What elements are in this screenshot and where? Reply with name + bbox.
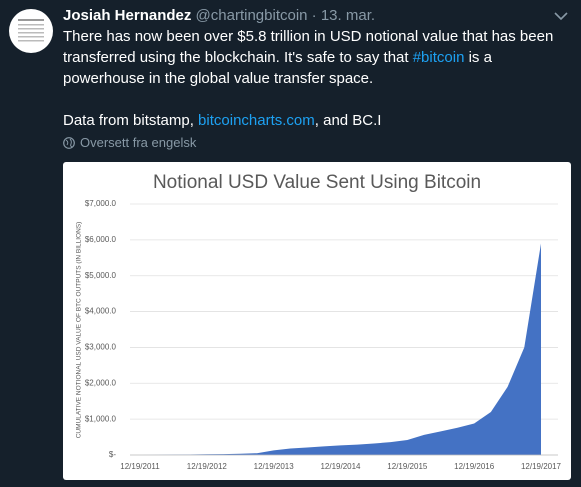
x-tick-label: 12/19/2011 (120, 462, 160, 471)
y-tick-label: $1,000.0 (85, 414, 117, 423)
author-handle[interactable]: @chartingbitcoin (195, 7, 308, 24)
y-axis-label: CUMULATIVE NOTIONAL USD VALUE OF BTC OUT… (76, 222, 83, 439)
x-tick-label: 12/19/2012 (187, 462, 228, 471)
text-segment: Data from bitstamp, (63, 112, 199, 129)
author-name[interactable]: Josiah Hernandez (63, 7, 192, 24)
paragraph: Data from bitstamp, bitcoincharts.com, a… (63, 110, 568, 131)
separator: · (311, 7, 317, 24)
x-tick-label: 12/19/2016 (454, 462, 495, 471)
tweet-header: Josiah Hernandez @chartingbitcoin · 13. … (63, 7, 375, 24)
y-tick-label: $2,000.0 (85, 378, 117, 387)
translate-text[interactable]: Oversett fra engelsk (80, 135, 197, 150)
x-tick-label: 12/19/2015 (387, 462, 428, 471)
text-segment: is a powerhouse in the global value tran… (63, 49, 492, 87)
tweet-text: There has now been over $5.8 trillion in… (63, 26, 568, 152)
text-segment: , and BC.I (314, 112, 382, 129)
paragraph: There has now been over $5.8 trillion in… (63, 26, 568, 89)
link[interactable]: #bitcoin (412, 49, 465, 66)
area (140, 243, 541, 455)
y-tick-label: $5,000.0 (85, 271, 117, 280)
translate-link[interactable]: Oversett fra engelsk (63, 135, 196, 150)
tweet-date[interactable]: 13. mar. (320, 7, 376, 24)
x-tick-label: 12/19/2017 (521, 462, 562, 471)
chart[interactable]: Notional USD Value Sent Using Bitcoin CU… (63, 162, 571, 480)
link[interactable]: bitcoincharts.com (198, 112, 315, 129)
y-tick-label: $4,000.0 (85, 307, 117, 316)
globe-icon (63, 136, 75, 149)
y-tick-label: $6,000.0 (85, 235, 117, 244)
avatar[interactable] (9, 9, 53, 53)
menu-caret[interactable] (553, 10, 569, 22)
y-tick-label: $7,000.0 (85, 199, 117, 208)
x-tick-label: 12/19/2013 (254, 462, 295, 471)
chart-title: Notional USD Value Sent Using Bitcoin (153, 172, 481, 193)
text-segment: There has now been over $5.8 trillion in… (63, 28, 554, 66)
x-tick-label: 12/19/2014 (320, 462, 361, 471)
y-tick-label: $- (109, 450, 116, 459)
y-tick-label: $3,000.0 (85, 343, 117, 352)
